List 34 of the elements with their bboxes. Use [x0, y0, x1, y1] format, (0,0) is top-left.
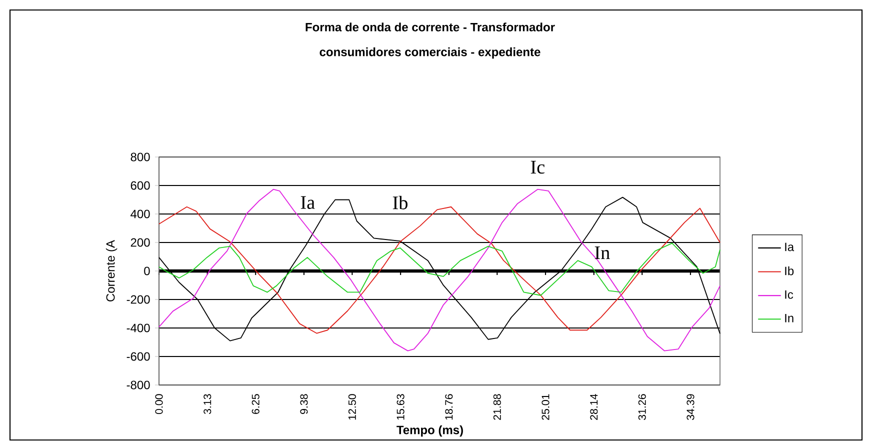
chart-title: Forma de onda de corrente - Transformador [306, 22, 555, 32]
x-tick-label: 25.01 [542, 394, 550, 420]
x-tick-label: 15.63 [396, 394, 404, 420]
legend-label: In [785, 314, 794, 322]
annotation: Ib [392, 196, 408, 210]
y-tick-label: -600 [126, 352, 150, 361]
x-tick-label: 0.00 [155, 394, 163, 414]
legend-label: Ic [785, 290, 794, 299]
y-tick-label: 0 [144, 266, 150, 276]
annotation: Ic [530, 160, 545, 174]
y-tick-label: 400 [130, 210, 150, 218]
legend-label: Ib [785, 266, 794, 276]
x-tick-label: 6.25 [252, 394, 260, 414]
x-tick-label: 34.39 [686, 394, 694, 420]
y-tick-label: -200 [126, 295, 150, 304]
y-tick-label: -400 [126, 324, 150, 332]
annotation: In [594, 246, 610, 260]
x-tick-label: 18.76 [445, 394, 453, 420]
x-tick-label: 21.88 [493, 394, 501, 420]
x-tick-label: 31.26 [638, 394, 646, 420]
x-tick-label: 28.14 [590, 394, 598, 420]
y-tick-label: 800 [130, 152, 150, 162]
legend-label: Ia [785, 242, 794, 252]
y-tick-label: 600 [130, 181, 150, 190]
y-axis-title: Corrente (A [106, 240, 118, 302]
x-tick-label: 12.50 [348, 394, 356, 420]
line-series [158, 242, 720, 296]
chart-subtitle: consumidores comerciais - expediente [320, 47, 540, 59]
annotation: Ia [300, 196, 315, 209]
x-axis-title: Tempo (ms) [396, 425, 463, 437]
x-tick-label: 9.38 [300, 394, 308, 414]
x-tick-label: 3.13 [204, 394, 212, 414]
y-tick-label: 200 [130, 238, 150, 247]
y-tick-label: -800 [126, 380, 150, 390]
